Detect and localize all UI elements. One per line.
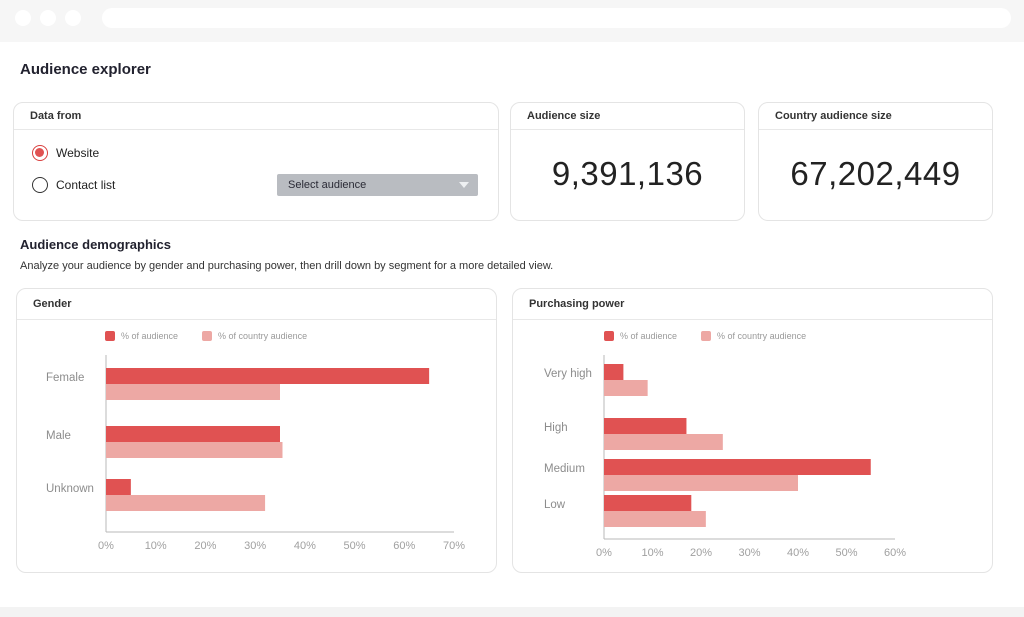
x-tick-label: 40%: [294, 540, 316, 552]
legend-swatch-audience: [105, 331, 115, 341]
x-tick-label: 50%: [835, 547, 857, 559]
window-close-dot[interactable]: [15, 10, 31, 26]
x-tick-label: 20%: [690, 547, 712, 559]
bar-audience[interactable]: [106, 479, 131, 495]
x-tick-label: 60%: [393, 540, 415, 552]
country-audience-size-card: Country audience size 67,202,449: [758, 102, 993, 221]
x-tick-label: 20%: [194, 540, 216, 552]
purchasing-legend-country: % of country audience: [701, 331, 806, 341]
x-tick-label: 70%: [443, 540, 465, 552]
audience-size-header: Audience size: [511, 103, 744, 130]
purchasing-legend: % of audience % of country audience: [604, 331, 830, 341]
window-minimize-dot[interactable]: [40, 10, 56, 26]
chevron-down-icon: [459, 182, 469, 188]
bar-audience[interactable]: [106, 368, 430, 384]
radio-website[interactable]: Website: [32, 145, 99, 161]
page-title: Audience explorer: [20, 61, 151, 78]
purchasing-legend-audience: % of audience: [604, 331, 677, 341]
legend-label-audience: % of audience: [620, 331, 678, 341]
gender-legend-country: % of country audience: [202, 331, 307, 341]
browser-chrome: [0, 0, 1024, 42]
x-tick-label: 50%: [344, 540, 366, 552]
x-tick-label: 10%: [145, 540, 167, 552]
bar-audience[interactable]: [604, 495, 692, 511]
gender-bar-chart: 0% 10% 20% 30% 40% 50% 60% 70% Female Male Unknown: [46, 355, 465, 552]
audience-size-card: Audience size 9,391,136: [510, 102, 745, 221]
radio-website-label: Website: [56, 146, 100, 160]
select-audience-dropdown[interactable]: Select audience: [277, 174, 478, 196]
gender-card: Gender % of audience % of country audien…: [16, 288, 497, 573]
demographics-title: Audience demographics: [20, 237, 171, 252]
x-tick-label: 30%: [244, 540, 266, 552]
radio-contact-list-button[interactable]: [32, 177, 48, 193]
gender-header: Gender: [17, 289, 496, 320]
legend-swatch-audience: [604, 331, 614, 341]
bar-country-audience[interactable]: [604, 511, 706, 527]
select-audience-label: Select audience: [288, 179, 367, 191]
x-tick-label: 10%: [641, 547, 663, 559]
category-label: Medium: [544, 463, 585, 475]
bar-country-audience[interactable]: [106, 442, 283, 458]
bar-country-audience[interactable]: [106, 495, 266, 511]
bar-audience[interactable]: [106, 426, 280, 442]
purchasing-power-card: Purchasing power % of audience % of coun…: [512, 288, 993, 573]
category-label: High: [544, 422, 568, 434]
x-tick-label: 30%: [738, 547, 760, 559]
x-tick-label: 0%: [596, 547, 612, 559]
category-label: Female: [46, 372, 84, 384]
audience-size-value: 9,391,136: [551, 155, 704, 192]
bar-audience[interactable]: [604, 418, 687, 434]
legend-label-country: % of country audience: [717, 331, 807, 341]
purchasing-power-header: Purchasing power: [513, 289, 992, 320]
gender-legend: % of audience % of country audience: [105, 331, 331, 341]
data-from-header: Data from: [14, 103, 498, 130]
bar-audience[interactable]: [604, 459, 871, 475]
bar-country-audience[interactable]: [106, 384, 280, 400]
legend-swatch-country: [202, 331, 213, 341]
purchasing-power-bar-chart: 0% 10% 20% 30% 40% 50% 60% Very high High Medium L…: [544, 355, 906, 559]
footer-strip: [0, 607, 1024, 617]
bar-country-audience[interactable]: [604, 434, 723, 450]
radio-website-button[interactable]: [32, 145, 48, 161]
gender-legend-audience: % of audience: [105, 331, 178, 341]
category-label: Male: [46, 430, 71, 442]
demographics-description: Analyze your audience by gender and purc…: [20, 260, 554, 272]
bar-country-audience[interactable]: [604, 475, 798, 491]
country-audience-size-value: 67,202,449: [790, 155, 961, 192]
x-tick-label: 60%: [884, 547, 906, 559]
radio-contact-list-label: Contact list: [56, 178, 116, 192]
category-label: Low: [544, 499, 566, 511]
legend-label-country: % of country audience: [218, 331, 308, 341]
x-tick-label: 0%: [98, 540, 114, 552]
bar-audience[interactable]: [604, 364, 624, 380]
data-from-card: Data from Website Contact list Select au…: [13, 102, 499, 221]
bar-country-audience[interactable]: [604, 380, 648, 396]
window-maximize-dot[interactable]: [65, 10, 81, 26]
radio-contact-list[interactable]: Contact list: [32, 177, 115, 193]
legend-swatch-country: [701, 331, 712, 341]
category-label: Very high: [544, 368, 592, 380]
category-label: Unknown: [46, 483, 94, 495]
country-audience-size-header: Country audience size: [759, 103, 992, 130]
legend-label-audience: % of audience: [121, 331, 179, 341]
x-tick-label: 40%: [787, 547, 809, 559]
address-bar[interactable]: [102, 8, 1011, 28]
